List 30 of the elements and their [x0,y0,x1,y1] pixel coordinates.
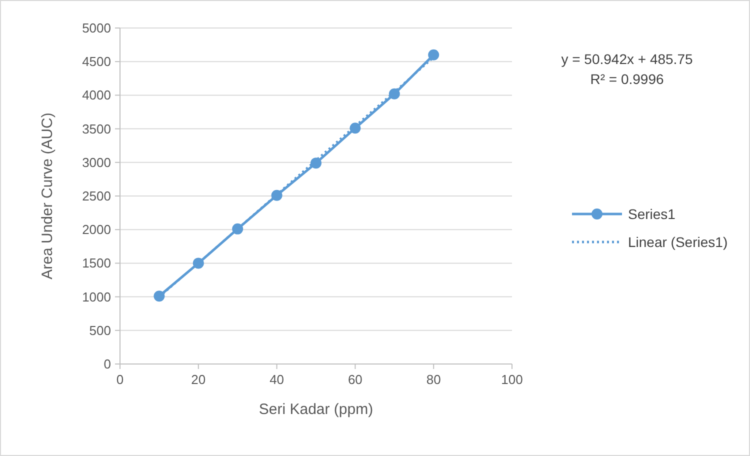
x-tick-label: 40 [270,372,284,387]
point [232,223,244,234]
y-tick-label: 5000 [82,20,111,36]
y-tick-label: 4000 [82,88,111,103]
point [192,258,204,269]
x-axis-title: Seri Kadar (ppm) [258,401,374,418]
y-tick-label: 2500 [82,188,111,204]
x-tick-label: 100 [501,372,523,387]
y-tick-label: 500 [89,322,111,338]
y-tick-label: 4500 [82,54,111,70]
x-tick-label: 0 [116,372,124,387]
x-tick-label: 60 [348,372,362,387]
y-tick-label: 2000 [82,222,111,238]
legend-label: Linear (Series1) [628,234,728,250]
y-tick-label: 0 [104,356,111,372]
point [388,88,400,100]
point [310,158,322,169]
y-tick-label: 3500 [82,121,111,136]
text: y = 50.942x + 485.75 [561,51,693,67]
legend-label: Series1 [628,206,676,222]
point [154,290,165,302]
point [350,122,361,134]
text: R² = 0.9996 [590,71,664,87]
y-tick-label: 1000 [82,289,111,304]
y-tick-label: 3000 [82,154,111,170]
x-tick-label: 20 [191,372,206,387]
y-axis-title: Area Under Curve (AUC) [39,112,56,280]
x-tick-label: 80 [426,372,441,387]
point [428,49,440,60]
y-tick-label: 1500 [82,256,111,271]
